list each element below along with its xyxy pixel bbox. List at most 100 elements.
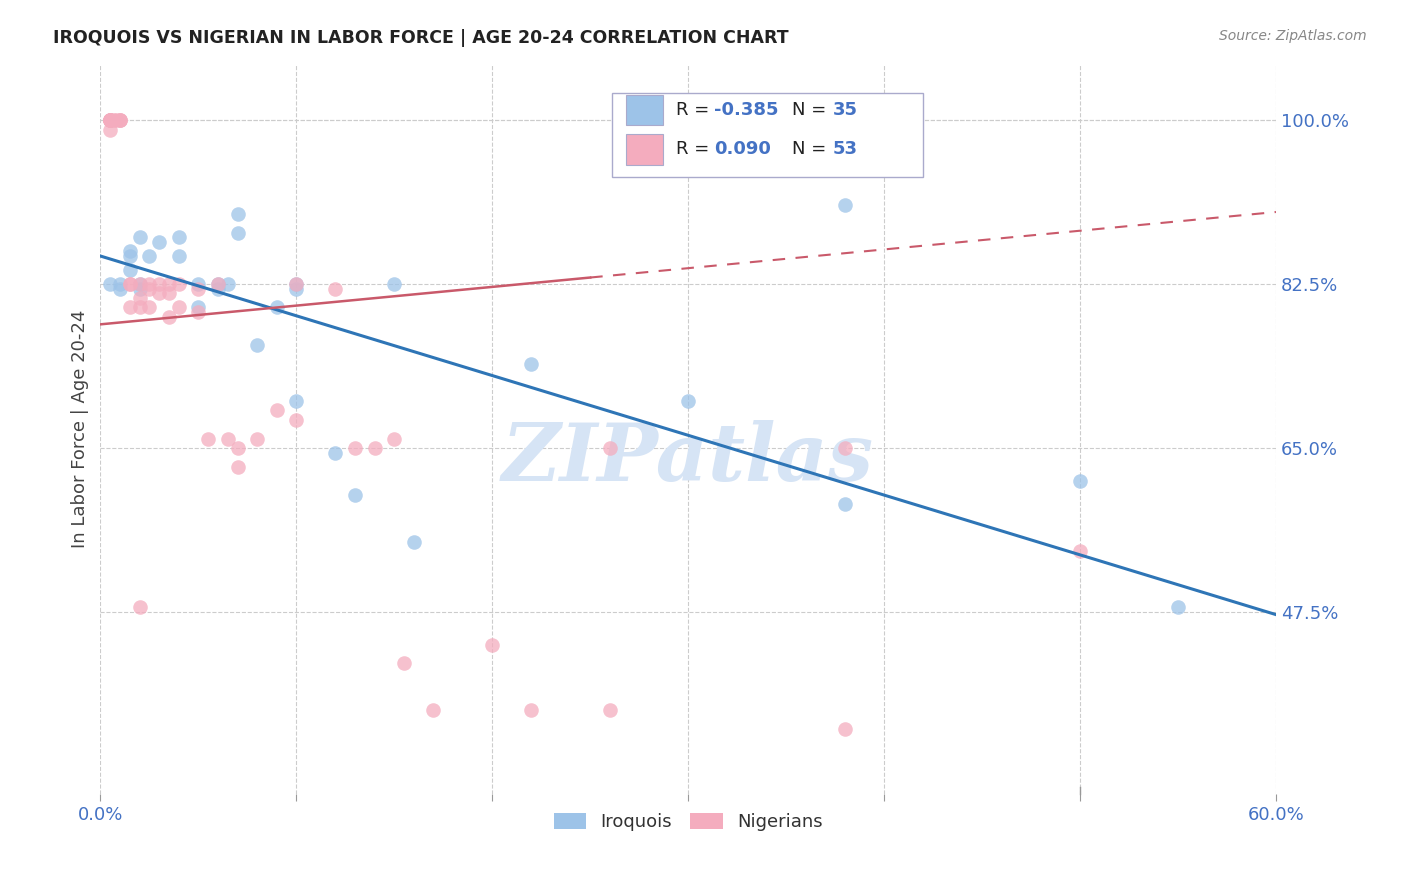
Point [128,291,150,305]
Point [98,113,121,128]
Point [98,113,121,128]
Text: Source: ZipAtlas.com: Source: ZipAtlas.com [1219,29,1367,43]
Point [128,277,150,291]
Point [520,357,543,371]
Point [108,277,131,291]
Point [599,441,621,455]
Point [1167,600,1189,615]
Point [402,534,425,549]
Point [108,113,131,128]
Point [226,207,249,221]
Point [138,249,160,263]
Point [422,703,444,717]
Point [98,113,121,128]
Point [226,459,249,474]
Text: 0.090: 0.090 [714,140,770,158]
Point [834,497,856,511]
Point [148,277,170,291]
FancyBboxPatch shape [626,134,664,165]
Point [246,432,269,446]
Point [226,226,249,240]
Point [207,282,229,296]
Point [285,394,308,409]
Point [118,244,141,259]
Point [285,277,308,291]
Point [285,277,308,291]
Point [285,282,308,296]
Point [118,301,141,315]
Point [105,113,128,128]
Point [834,441,856,455]
Point [1069,544,1091,558]
Text: 53: 53 [832,140,858,158]
Point [118,277,141,291]
Point [138,277,160,291]
Point [118,277,141,291]
Point [148,286,170,301]
Point [382,277,405,291]
Point [325,282,347,296]
Text: N =: N = [792,140,831,158]
Point [217,432,239,446]
Point [98,113,121,128]
Legend: Iroquois, Nigerians: Iroquois, Nigerians [544,804,832,840]
Point [128,301,150,315]
Point [128,277,150,291]
Point [217,277,239,291]
Point [599,703,621,717]
Point [157,286,180,301]
Point [157,310,180,324]
Point [1069,474,1091,488]
Text: 35: 35 [832,101,858,119]
Point [344,488,367,502]
Point [382,432,405,446]
Point [344,441,367,455]
Point [246,338,269,352]
Point [266,403,288,417]
Point [520,703,543,717]
Point [128,600,150,615]
Text: R =: R = [676,101,716,119]
Text: R =: R = [676,140,716,158]
Point [167,230,190,244]
Point [138,301,160,315]
Point [98,277,121,291]
Point [226,441,249,455]
Point [167,249,190,263]
Point [187,301,209,315]
Point [285,413,308,427]
Point [266,301,288,315]
Y-axis label: In Labor Force | Age 20-24: In Labor Force | Age 20-24 [72,310,89,549]
Point [167,301,190,315]
Point [128,282,150,296]
Point [207,277,229,291]
Point [98,113,121,128]
Point [392,657,415,671]
Point [834,722,856,736]
FancyBboxPatch shape [626,95,664,125]
Point [676,394,699,409]
Point [128,230,150,244]
Point [157,277,180,291]
Point [118,249,141,263]
FancyBboxPatch shape [612,94,924,178]
Point [108,113,131,128]
Point [138,282,160,296]
Point [98,113,121,128]
Point [108,113,131,128]
Text: N =: N = [792,101,831,119]
Point [167,277,190,291]
Point [325,445,347,459]
Point [148,235,170,249]
Text: IROQUOIS VS NIGERIAN IN LABOR FORCE | AGE 20-24 CORRELATION CHART: IROQUOIS VS NIGERIAN IN LABOR FORCE | AG… [53,29,789,46]
Text: ZIPatlas: ZIPatlas [502,419,875,497]
Point [363,441,385,455]
Point [118,263,141,277]
Point [187,305,209,319]
Point [481,638,503,652]
Point [108,282,131,296]
Point [103,113,125,128]
Point [197,432,219,446]
Point [834,197,856,211]
Text: -0.385: -0.385 [714,101,779,119]
